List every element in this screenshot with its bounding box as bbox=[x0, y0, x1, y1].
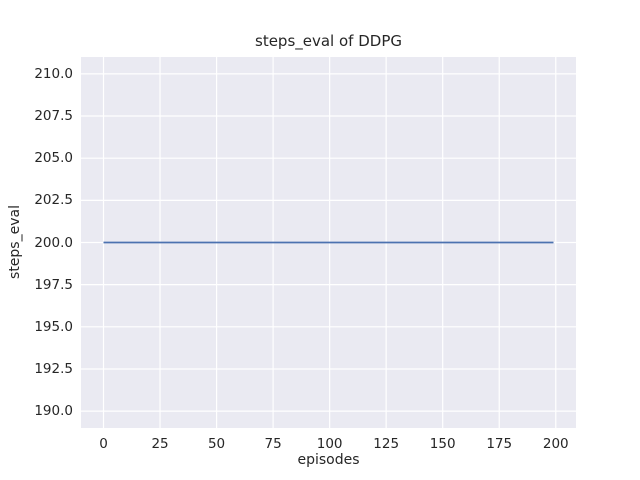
x-tick-label: 200 bbox=[542, 436, 569, 452]
chart-title: steps_eval of DDPG bbox=[255, 32, 402, 50]
x-axis-label: episodes bbox=[297, 452, 360, 468]
y-tick-label: 190.0 bbox=[34, 403, 73, 420]
y-axis-label: steps_eval bbox=[7, 205, 23, 279]
x-tick-label: 175 bbox=[486, 436, 513, 452]
x-tick-label: 25 bbox=[151, 436, 169, 452]
plot-svg bbox=[81, 57, 576, 428]
x-tick-label: 100 bbox=[316, 436, 343, 452]
y-tick-label: 192.5 bbox=[34, 360, 73, 377]
y-tick-label: 202.5 bbox=[34, 192, 73, 209]
y-tick-label: 195.0 bbox=[34, 318, 73, 335]
x-tick-label: 75 bbox=[264, 436, 282, 452]
x-tick-label: 0 bbox=[99, 436, 108, 452]
y-tick-label: 210.0 bbox=[34, 65, 73, 82]
y-tick-label: 197.5 bbox=[34, 276, 73, 293]
x-tick-label: 125 bbox=[373, 436, 400, 452]
axes bbox=[81, 57, 576, 428]
y-tick-label: 205.0 bbox=[34, 150, 73, 167]
y-tick-label: 200.0 bbox=[34, 234, 73, 251]
y-tick-label: 207.5 bbox=[34, 108, 73, 125]
x-tick-label: 50 bbox=[207, 436, 226, 452]
x-tick-label: 150 bbox=[429, 436, 456, 452]
